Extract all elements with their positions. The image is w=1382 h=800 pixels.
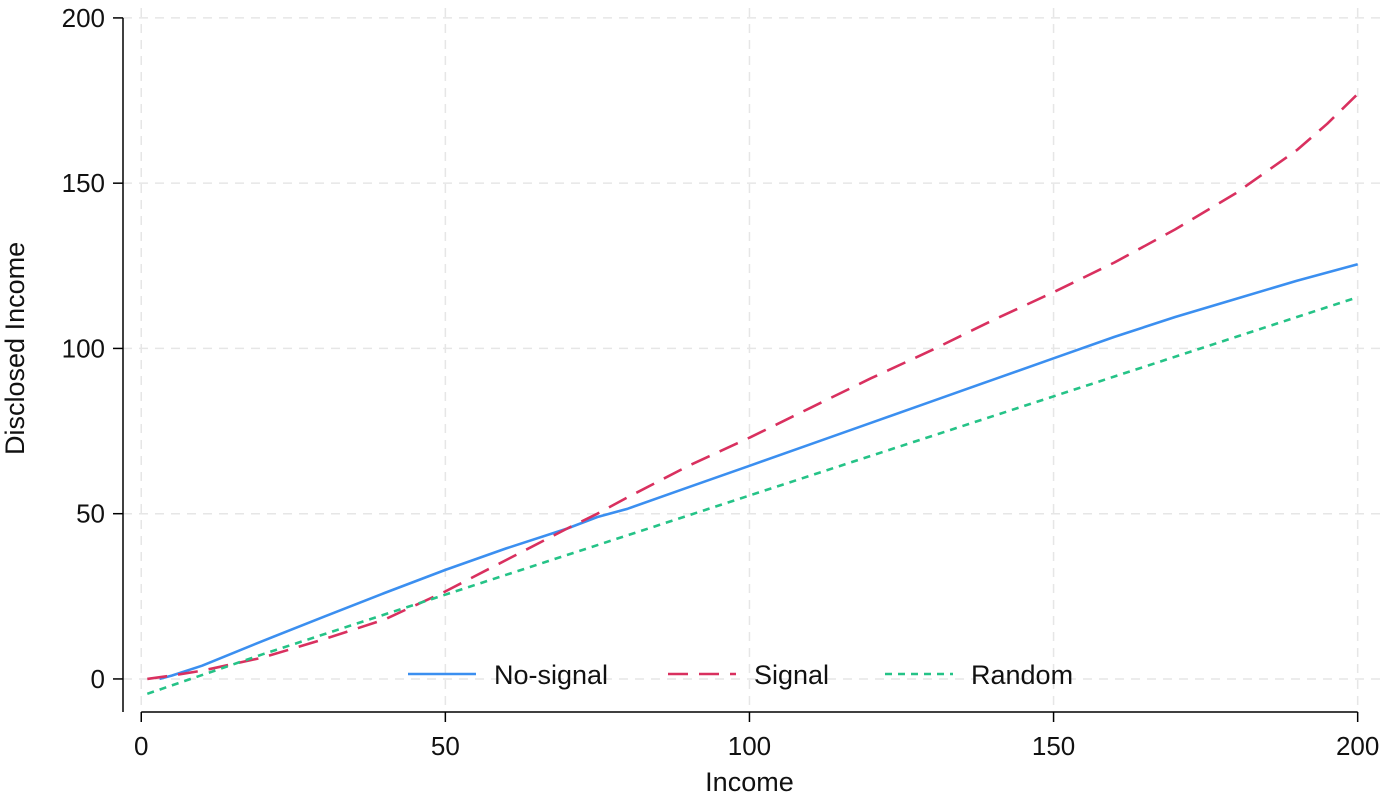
legend-label: Signal	[754, 660, 829, 690]
x-tick-label: 150	[1032, 731, 1075, 761]
x-axis-title: Income	[705, 767, 794, 795]
series-line-random	[146, 295, 1359, 696]
x-tick-label: 100	[728, 731, 771, 761]
y-axis-title: Disclosed Income	[0, 242, 30, 455]
y-tick-label: 0	[91, 664, 105, 694]
tick-marks-and-labels: 0 50 100 150 200 0 50 100 150 200	[62, 3, 1380, 761]
y-tick-label: 50	[76, 499, 105, 529]
legend-label: No-signal	[494, 660, 608, 690]
series-lines	[146, 92, 1359, 696]
y-tick-label: 200	[62, 3, 105, 33]
x-tick-label: 50	[431, 731, 460, 761]
y-tick-label: 150	[62, 168, 105, 198]
grid	[123, 8, 1382, 712]
x-tick-label: 0	[134, 731, 148, 761]
x-tick-label: 200	[1336, 731, 1379, 761]
y-tick-label: 100	[62, 333, 105, 363]
axes	[122, 17, 1358, 713]
series-line-no-signal	[159, 262, 1359, 681]
legend-label: Random	[971, 660, 1073, 690]
series-line-signal	[147, 92, 1359, 681]
legend: No-signal Signal Random	[408, 660, 1073, 690]
